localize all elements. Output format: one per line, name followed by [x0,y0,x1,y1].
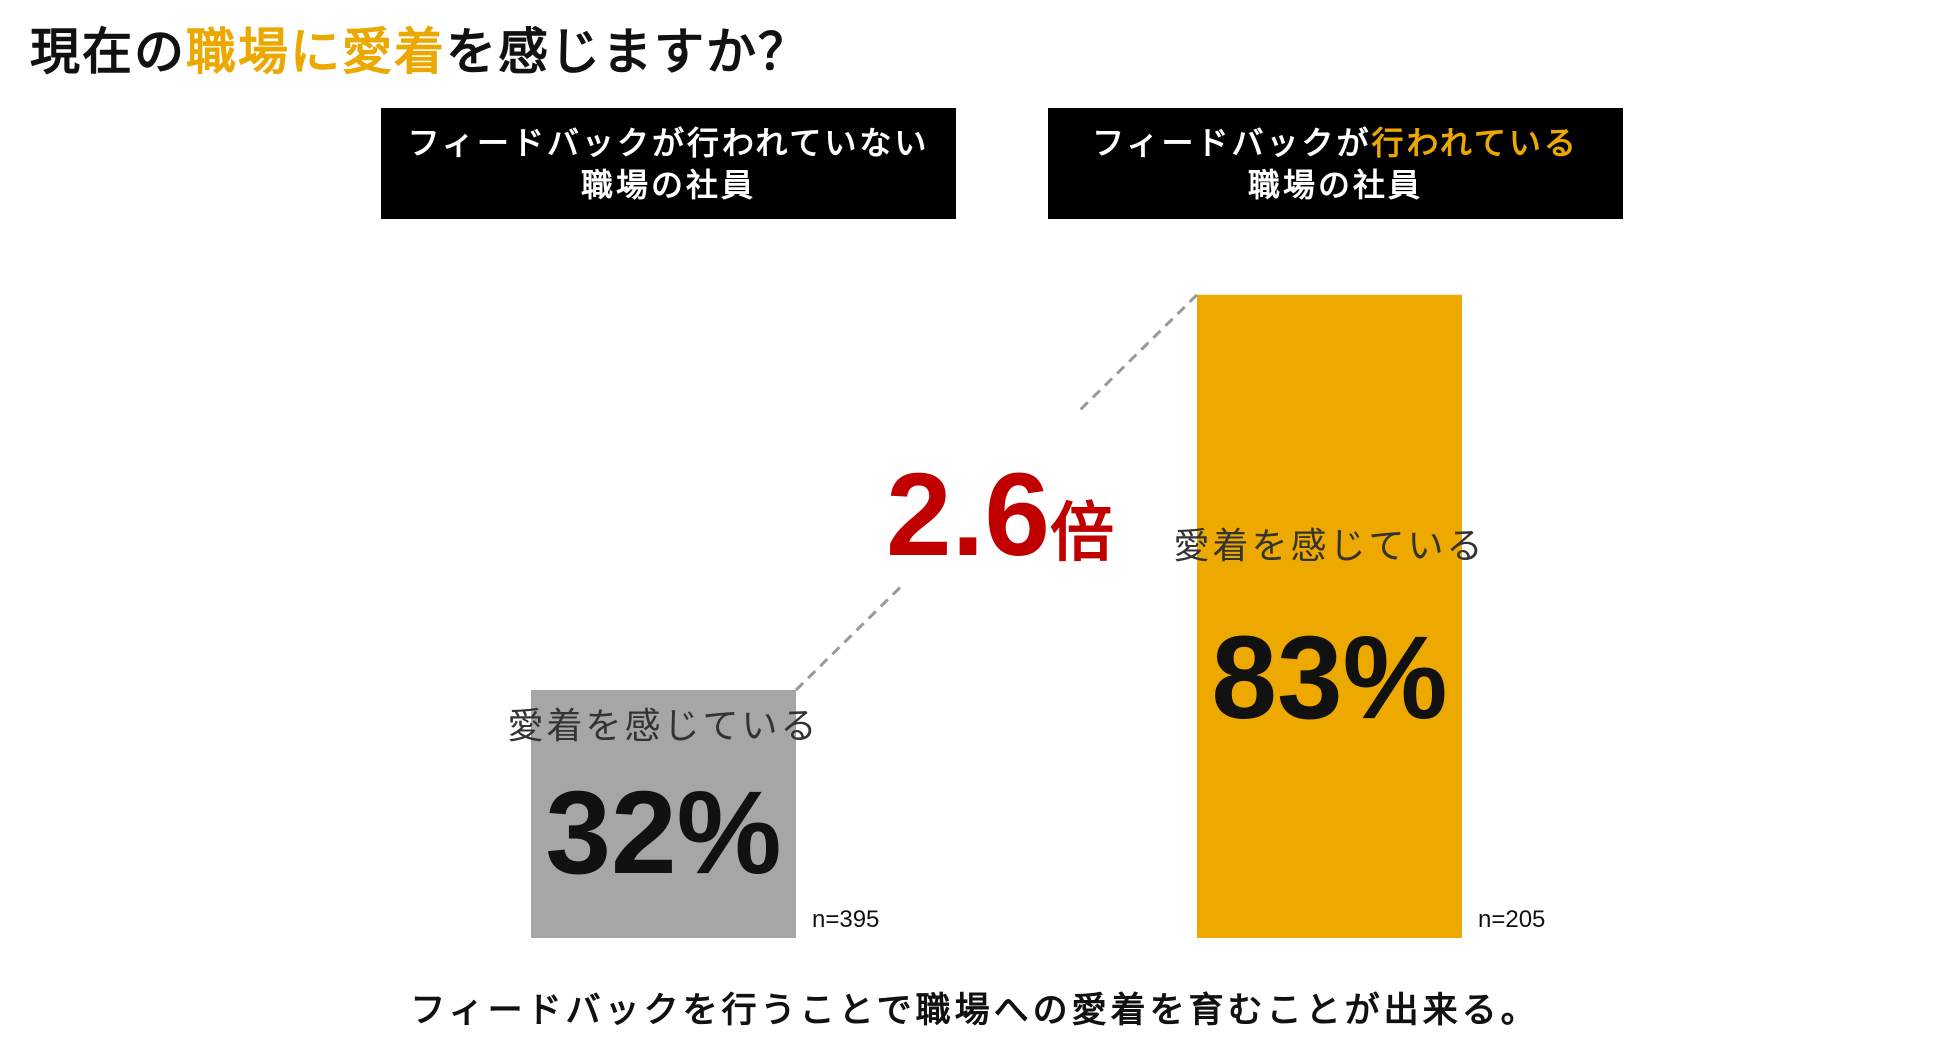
bar-value-label: 83% [1211,612,1447,744]
group-header-no-feedback: フィードバックが行われていない 職場の社員 [381,108,956,219]
bar-value-label: 32% [545,767,781,899]
bar-2 [1197,294,1462,938]
ratio-label: 2.6倍 [886,449,1114,581]
group-header-line1-plain: フィードバックが [1092,123,1372,162]
page-title: 現在の職場に愛着を感じますか？ [30,12,810,84]
title-suffix: を感じますか？ [446,23,810,81]
bar-caption: 愛着を感じている [1173,525,1485,566]
bar-caption: 愛着を感じている [507,705,819,746]
title-highlight: 職場に愛着 [186,23,446,81]
connector-line [794,582,906,692]
connector-line [1079,293,1199,411]
title-prefix: 現在の [30,23,186,81]
group-header-line2: 職場の社員 [1247,165,1423,204]
sample-size-label: n=395 [812,906,879,933]
group-header-with-feedback: フィードバックが行われている 職場の社員 [1048,108,1623,219]
sample-size-label: n=205 [1478,906,1545,933]
footer-conclusion: フィードバックを行うことで職場への愛着を育むことが出来る。 [410,991,1540,1031]
group-header-line1: フィードバックが行われていない [407,123,930,162]
bar-1 [531,690,796,938]
group-header-line1: フィードバックが行われている [1048,122,1623,164]
group-header-line2: 職場の社員 [580,165,756,204]
group-header-line1-highlight: 行われている [1371,123,1579,162]
